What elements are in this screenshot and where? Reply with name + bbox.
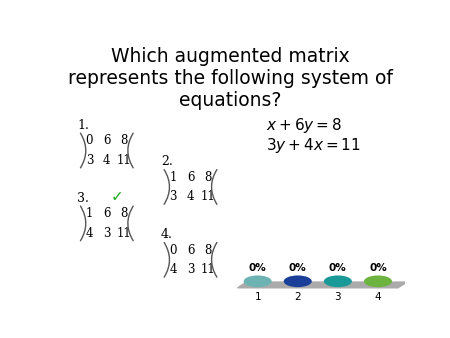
- Text: 8: 8: [121, 134, 128, 147]
- Text: 3: 3: [169, 190, 177, 203]
- Text: 8: 8: [204, 171, 212, 184]
- Text: 6: 6: [103, 207, 111, 220]
- Polygon shape: [238, 282, 407, 288]
- Text: 6: 6: [187, 244, 194, 257]
- Text: $x+6y=8$: $x+6y=8$: [266, 116, 342, 135]
- Text: 3: 3: [86, 154, 93, 167]
- Text: 11: 11: [117, 154, 132, 167]
- Text: 3: 3: [187, 263, 194, 276]
- Ellipse shape: [364, 275, 392, 287]
- Text: 0%: 0%: [249, 263, 266, 273]
- Text: 3.: 3.: [77, 192, 89, 204]
- Text: 4.: 4.: [161, 228, 173, 241]
- Text: 4: 4: [187, 190, 194, 203]
- Text: 11: 11: [201, 263, 216, 276]
- Text: 2.: 2.: [161, 155, 173, 168]
- Text: ✓: ✓: [110, 189, 123, 204]
- Text: 8: 8: [121, 207, 128, 220]
- Text: 2: 2: [294, 292, 301, 303]
- Text: 0%: 0%: [369, 263, 387, 273]
- Text: 1: 1: [86, 207, 93, 220]
- Text: 0%: 0%: [329, 263, 347, 273]
- Text: 4: 4: [86, 227, 93, 240]
- Text: 6: 6: [103, 134, 111, 147]
- Ellipse shape: [324, 275, 352, 287]
- Text: Which augmented matrix
represents the following system of
equations?: Which augmented matrix represents the fo…: [68, 47, 393, 110]
- Text: 11: 11: [117, 227, 132, 240]
- Text: 0%: 0%: [289, 263, 306, 273]
- Text: 8: 8: [204, 244, 212, 257]
- Text: 1: 1: [254, 292, 261, 303]
- Text: 6: 6: [187, 171, 194, 184]
- Text: 0: 0: [169, 244, 177, 257]
- Text: $3y+4x=11$: $3y+4x=11$: [266, 137, 360, 155]
- Text: 11: 11: [201, 190, 216, 203]
- Text: 3: 3: [103, 227, 111, 240]
- Text: 4: 4: [103, 154, 111, 167]
- Text: 4: 4: [375, 292, 381, 303]
- Text: 4: 4: [169, 263, 177, 276]
- Ellipse shape: [284, 275, 312, 287]
- Text: 1.: 1.: [77, 119, 89, 132]
- Ellipse shape: [243, 275, 272, 287]
- Text: 1: 1: [169, 171, 177, 184]
- Text: 3: 3: [334, 292, 341, 303]
- Text: 0: 0: [86, 134, 93, 147]
